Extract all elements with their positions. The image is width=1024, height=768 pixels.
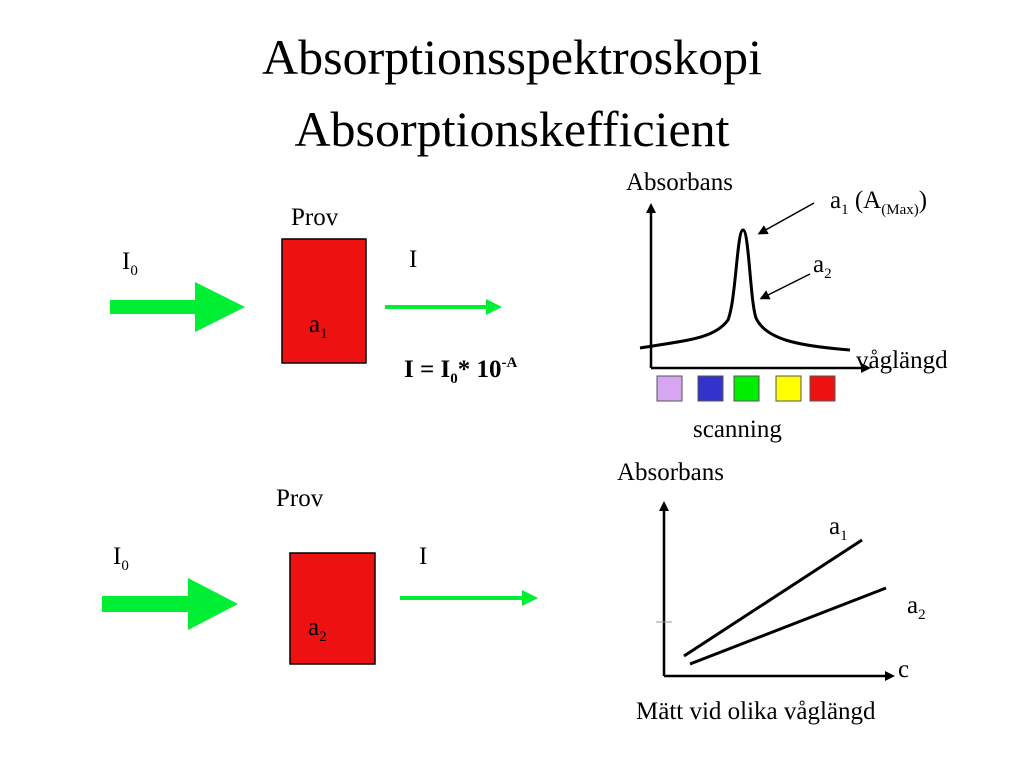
sample-cuvette-top	[281, 238, 367, 364]
shoulder-annotation-label: a2	[813, 251, 832, 282]
filter-violet	[656, 375, 683, 402]
incident-light-arrow-bottom	[102, 578, 238, 630]
concentration-y-axis-label: Absorbans	[617, 459, 724, 486]
sample-coefficient-label-bottom: a2	[308, 614, 327, 645]
filter-blue	[697, 375, 724, 402]
series-label-a2: a2	[907, 592, 926, 623]
transmitted-intensity-label-bottom: I	[419, 543, 428, 570]
incident-intensity-label-top: I0	[122, 248, 138, 279]
series-line-a1	[683, 538, 863, 658]
series-line-a2	[689, 586, 887, 666]
beer-lambert-equation: I = I0* 10-A	[404, 355, 518, 387]
title-line-1: Absorptionsspektroskopi	[262, 29, 762, 85]
peak-annotation-label: a1 (A(Max))	[830, 187, 928, 218]
incident-light-arrow-top	[110, 282, 245, 332]
title-line-2: Absorptionskefficient	[294, 101, 730, 157]
spectrum-x-axis-label: våglängd	[856, 347, 948, 374]
transmitted-intensity-label-top: I	[409, 246, 418, 273]
series-label-a1: a1	[829, 513, 848, 544]
concentration-x-axis-label: c	[898, 656, 910, 683]
filter-green	[733, 375, 760, 402]
transmitted-arrow-head-bottom	[522, 590, 538, 606]
absorption-spectrum-curve	[639, 228, 851, 352]
incident-intensity-label-bottom: I0	[113, 543, 129, 574]
filter-yellow	[775, 375, 802, 402]
shoulder-pointer-line	[759, 273, 811, 300]
concentration-plot-caption: Mätt vid olika våglängd	[636, 698, 876, 725]
sample-label-bottom: Prov	[276, 485, 324, 512]
filter-red	[809, 375, 836, 402]
transmitted-arrow-head-top	[486, 299, 502, 315]
scanning-label: scanning	[693, 416, 782, 443]
sample-cuvette-bottom	[289, 552, 376, 665]
sample-label-top: Prov	[291, 204, 339, 231]
spectrum-y-axis-label: Absorbans	[626, 169, 733, 196]
sample-coefficient-label-top: a1	[309, 311, 328, 342]
peak-pointer-line	[757, 202, 815, 235]
color-filter-strip	[656, 375, 836, 402]
